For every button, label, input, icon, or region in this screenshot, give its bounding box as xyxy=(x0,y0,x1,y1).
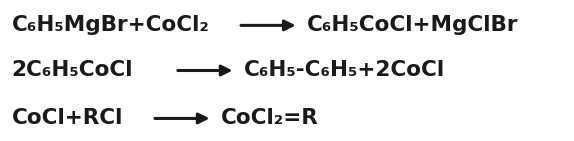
Text: 2C₆H₅CoCl: 2C₆H₅CoCl xyxy=(11,60,133,81)
Text: C₆H₅-C₆H₅+2CoCl: C₆H₅-C₆H₅+2CoCl xyxy=(244,60,445,81)
Text: CoCl+RCl: CoCl+RCl xyxy=(11,108,123,128)
Text: CoCl₂=R: CoCl₂=R xyxy=(221,108,319,128)
Text: C₆H₅CoCl+MgClBr: C₆H₅CoCl+MgClBr xyxy=(307,15,518,35)
Text: C₆H₅MgBr+CoCl₂: C₆H₅MgBr+CoCl₂ xyxy=(11,15,210,35)
